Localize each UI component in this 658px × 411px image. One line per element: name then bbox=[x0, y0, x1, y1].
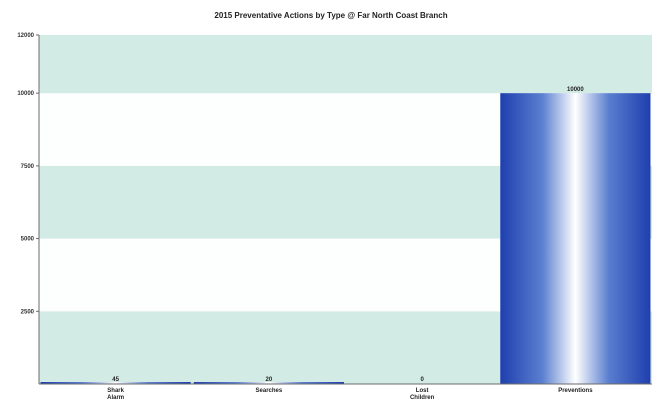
bars: 45 20 0 10000 bbox=[40, 87, 651, 385]
y-tick-label: 5000 bbox=[21, 237, 35, 243]
bar bbox=[40, 382, 191, 384]
x-tick-label: Alarm bbox=[107, 395, 124, 401]
x-tick-label: Searches bbox=[256, 388, 283, 394]
y-tick-label: 2500 bbox=[21, 309, 35, 315]
y-tick-label: 7500 bbox=[21, 164, 35, 170]
data-label: 20 bbox=[266, 377, 273, 383]
x-tick-label: Children bbox=[410, 395, 435, 401]
bar bbox=[500, 93, 651, 385]
chart-title: 2015 Preventative Actions by Type @ Far … bbox=[214, 11, 447, 20]
x-tick-label: Lost bbox=[416, 388, 429, 394]
x-tick-label: Preventions bbox=[558, 388, 593, 394]
data-label: 0 bbox=[420, 377, 424, 383]
y-tick-label: 12000 bbox=[17, 33, 34, 39]
data-label: 45 bbox=[112, 377, 119, 383]
y-axis: 2500 5000 7500 10000 12000 bbox=[17, 33, 40, 384]
x-tick-label: Shark bbox=[107, 388, 124, 394]
bar bbox=[193, 382, 344, 384]
y-tick-label: 10000 bbox=[17, 91, 34, 97]
data-label: 10000 bbox=[567, 87, 584, 93]
plot-band bbox=[39, 35, 652, 94]
